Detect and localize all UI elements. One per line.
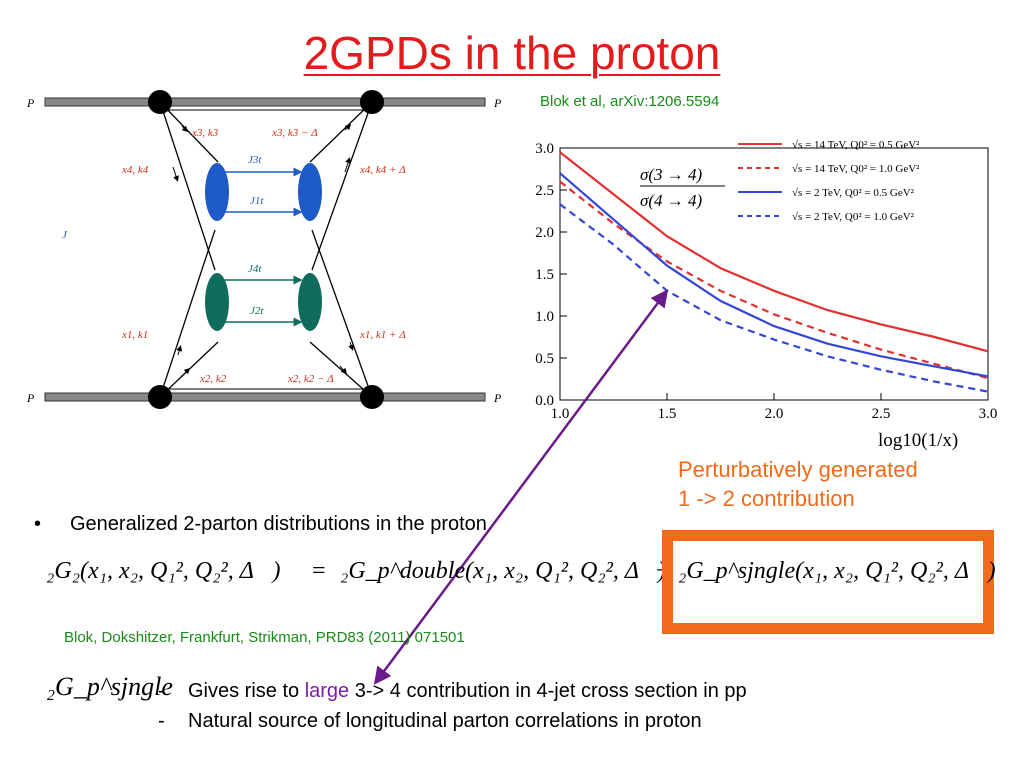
citation-bottom: Blok, Dokshitzer, Frankfurt, Strikman, P… bbox=[64, 629, 465, 646]
proton-label-br: P bbox=[493, 391, 502, 405]
vertex-top-left bbox=[148, 90, 172, 114]
equation-rhs-double: ₂G_p^double(x₁, x₂, Q₁², Q₂², Δ⃗) bbox=[340, 558, 666, 584]
bullet-dot: • bbox=[34, 513, 42, 535]
parton-diagram: P P P P J x3, k3 x3, k3 − Δ x4, k4 x4, k… bbox=[26, 90, 502, 409]
y-tick-label: 0.5 bbox=[535, 351, 554, 367]
bullet-generalized: • Generalized 2-parton distributions in t… bbox=[34, 513, 487, 536]
blue-blob-right bbox=[298, 163, 322, 221]
annotation-line-2: 1 -> 2 contribution bbox=[678, 486, 855, 511]
x-tick-label: 1.5 bbox=[658, 406, 677, 422]
label-j3t: J3t bbox=[248, 154, 262, 166]
item1-prefix: Gives rise to bbox=[188, 680, 305, 702]
chart-ylabel-denominator: σ(4 → 4) bbox=[640, 191, 703, 210]
label-x4k4-delta: x4, k4 + Δ bbox=[359, 164, 406, 176]
perturbative-annotation: Perturbatively generated 1 -> 2 contribu… bbox=[678, 455, 918, 513]
legend-label-2: √s = 14 TeV, Q0² = 1.0 GeV² bbox=[792, 163, 920, 175]
legend-label-3: √s = 2 TeV, Q0² = 0.5 GeV² bbox=[792, 187, 915, 199]
label-x2k2-delta: x2, k2 − Δ bbox=[287, 373, 334, 385]
bullet-text: Generalized 2-parton distributions in th… bbox=[70, 513, 487, 535]
label-j1t: J1t bbox=[250, 195, 264, 207]
j-label: J bbox=[62, 229, 68, 241]
dash-1: - bbox=[158, 680, 165, 702]
label-x3k3: x3, k3 bbox=[191, 127, 219, 139]
single-term: ₂G_p^sjngle bbox=[46, 672, 173, 701]
x-tick-label: 2.5 bbox=[872, 406, 891, 422]
item1-suffix: 3-> 4 contribution in 4-jet cross sectio… bbox=[349, 680, 747, 702]
green-blob-right bbox=[298, 273, 322, 331]
series-line-3 bbox=[559, 172, 989, 378]
chart-xlabel: log10(1/x) bbox=[878, 430, 958, 451]
vertex-top-right bbox=[360, 90, 384, 114]
vertex-bottom-right bbox=[360, 385, 384, 409]
proton-line-top bbox=[44, 97, 486, 107]
y-tick-label: 0.0 bbox=[535, 393, 554, 409]
chart-ylabel-numerator: σ(3 → 4) bbox=[640, 165, 703, 184]
chart-frame bbox=[559, 147, 989, 401]
blue-blob-left bbox=[205, 163, 229, 221]
series-line-1 bbox=[559, 151, 989, 353]
legend-label-4: √s = 2 TeV, Q0² = 1.0 GeV² bbox=[792, 211, 915, 223]
equation-rhs-single: ₂G_p^sjngle(x₁, x₂, Q₁², Q₂², Δ⃗) bbox=[678, 558, 996, 584]
highlight-box bbox=[662, 530, 994, 634]
annotation-line-1: Perturbatively generated bbox=[678, 457, 918, 482]
label-j4t: J4t bbox=[248, 263, 262, 275]
green-blob-left bbox=[205, 273, 229, 331]
vertex-bottom-left bbox=[148, 385, 172, 409]
ratio-chart: 1.0 1.5 2.0 2.5 3.00.00.51.01.52.02.53.0 √s … bbox=[535, 139, 998, 451]
y-tick-label: 2.5 bbox=[535, 183, 554, 199]
proton-label-tl: P bbox=[26, 96, 35, 110]
label-x1k1: x1, k1 bbox=[121, 329, 148, 341]
item1-highlight: large bbox=[304, 680, 350, 702]
list-item-2: - Natural source of longitudinal parton c… bbox=[158, 710, 702, 733]
label-j2t: J2t bbox=[250, 305, 264, 317]
x-tick-label: 3.0 bbox=[979, 406, 998, 422]
list-item-1: - Gives rise to large 3-> 4 contribution … bbox=[158, 680, 747, 703]
dash-2: - bbox=[158, 710, 165, 732]
equals-sign: = bbox=[312, 558, 326, 584]
label-x3k3-delta: x3, k3 − Δ bbox=[271, 127, 318, 139]
label-x1k1-delta: x1, k1 + Δ bbox=[359, 329, 406, 341]
y-tick-label: 1.0 bbox=[535, 309, 554, 325]
y-tick-label: 1.5 bbox=[535, 267, 554, 283]
x-tick-label: 2.0 bbox=[765, 406, 784, 422]
proton-label-bl: P bbox=[26, 391, 35, 405]
citation-top: Blok et al, arXiv:1206.5594 bbox=[540, 93, 720, 110]
slide-title: 2GPDs in the proton bbox=[303, 27, 721, 79]
item2-text: Natural source of longitudinal parton co… bbox=[188, 710, 702, 732]
label-x2k2: x2, k2 bbox=[199, 373, 227, 385]
equation-lhs: ₂G₂(x₁, x₂, Q₁², Q₂², Δ⃗) bbox=[46, 558, 281, 584]
label-x4k4: x4, k4 bbox=[121, 164, 149, 176]
y-tick-label: 2.0 bbox=[535, 225, 554, 241]
y-tick-label: 3.0 bbox=[535, 141, 554, 157]
legend-label-1: √s = 14 TeV, Q0² = 0.5 GeV² bbox=[792, 139, 920, 151]
series-line-4 bbox=[559, 203, 989, 393]
series-line-2 bbox=[559, 180, 989, 380]
proton-label-tr: P bbox=[493, 96, 502, 110]
proton-line-bottom bbox=[44, 392, 486, 402]
